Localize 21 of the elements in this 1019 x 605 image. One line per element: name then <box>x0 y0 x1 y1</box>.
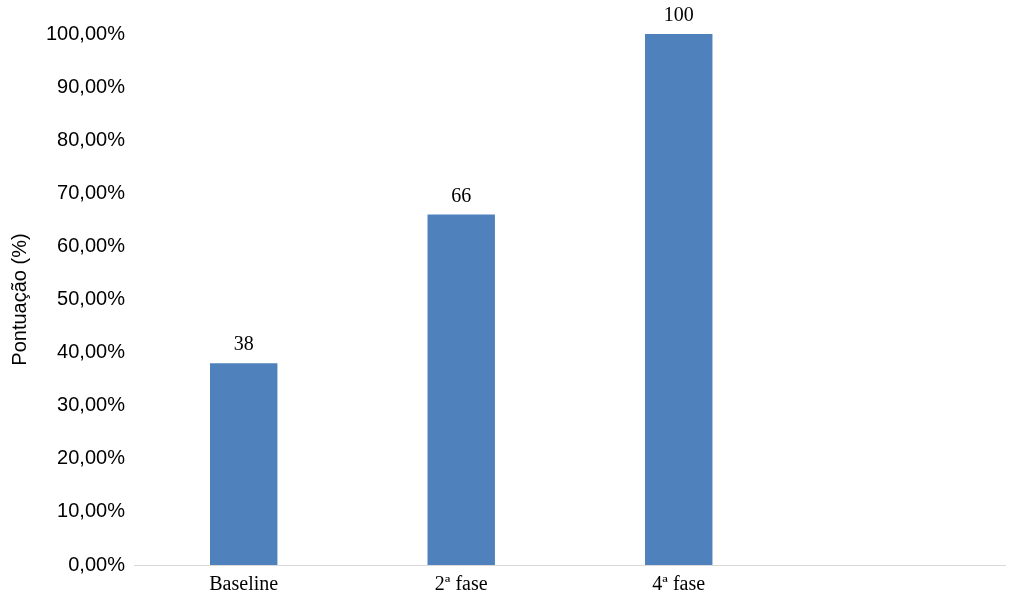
y-tick-label: 10,00% <box>57 499 126 522</box>
x-tick-label: 4ª fase <box>652 572 706 595</box>
x-tick-label: Baseline <box>209 572 279 595</box>
y-tick-label: 90,00% <box>57 74 126 97</box>
y-tick-label: 80,00% <box>57 127 126 150</box>
y-tick-label: 40,00% <box>57 340 126 363</box>
y-tick-label: 50,00% <box>57 287 126 310</box>
y-tick-label: 30,00% <box>57 393 126 416</box>
bar <box>427 214 495 565</box>
data-label: 100 <box>663 3 694 26</box>
data-label: 38 <box>233 332 254 355</box>
y-tick-label: 100,00% <box>45 21 126 44</box>
y-tick-label: 0,00% <box>68 552 126 575</box>
y-tick-label: 20,00% <box>57 446 126 469</box>
x-tick-label: 2ª fase <box>434 572 488 595</box>
bar <box>210 363 278 565</box>
y-tick-label: 70,00% <box>57 180 126 203</box>
data-label: 66 <box>451 183 472 206</box>
y-axis-title: Pontuação (%) <box>7 233 30 366</box>
bar <box>645 34 713 565</box>
y-tick-label: 60,00% <box>57 233 126 256</box>
